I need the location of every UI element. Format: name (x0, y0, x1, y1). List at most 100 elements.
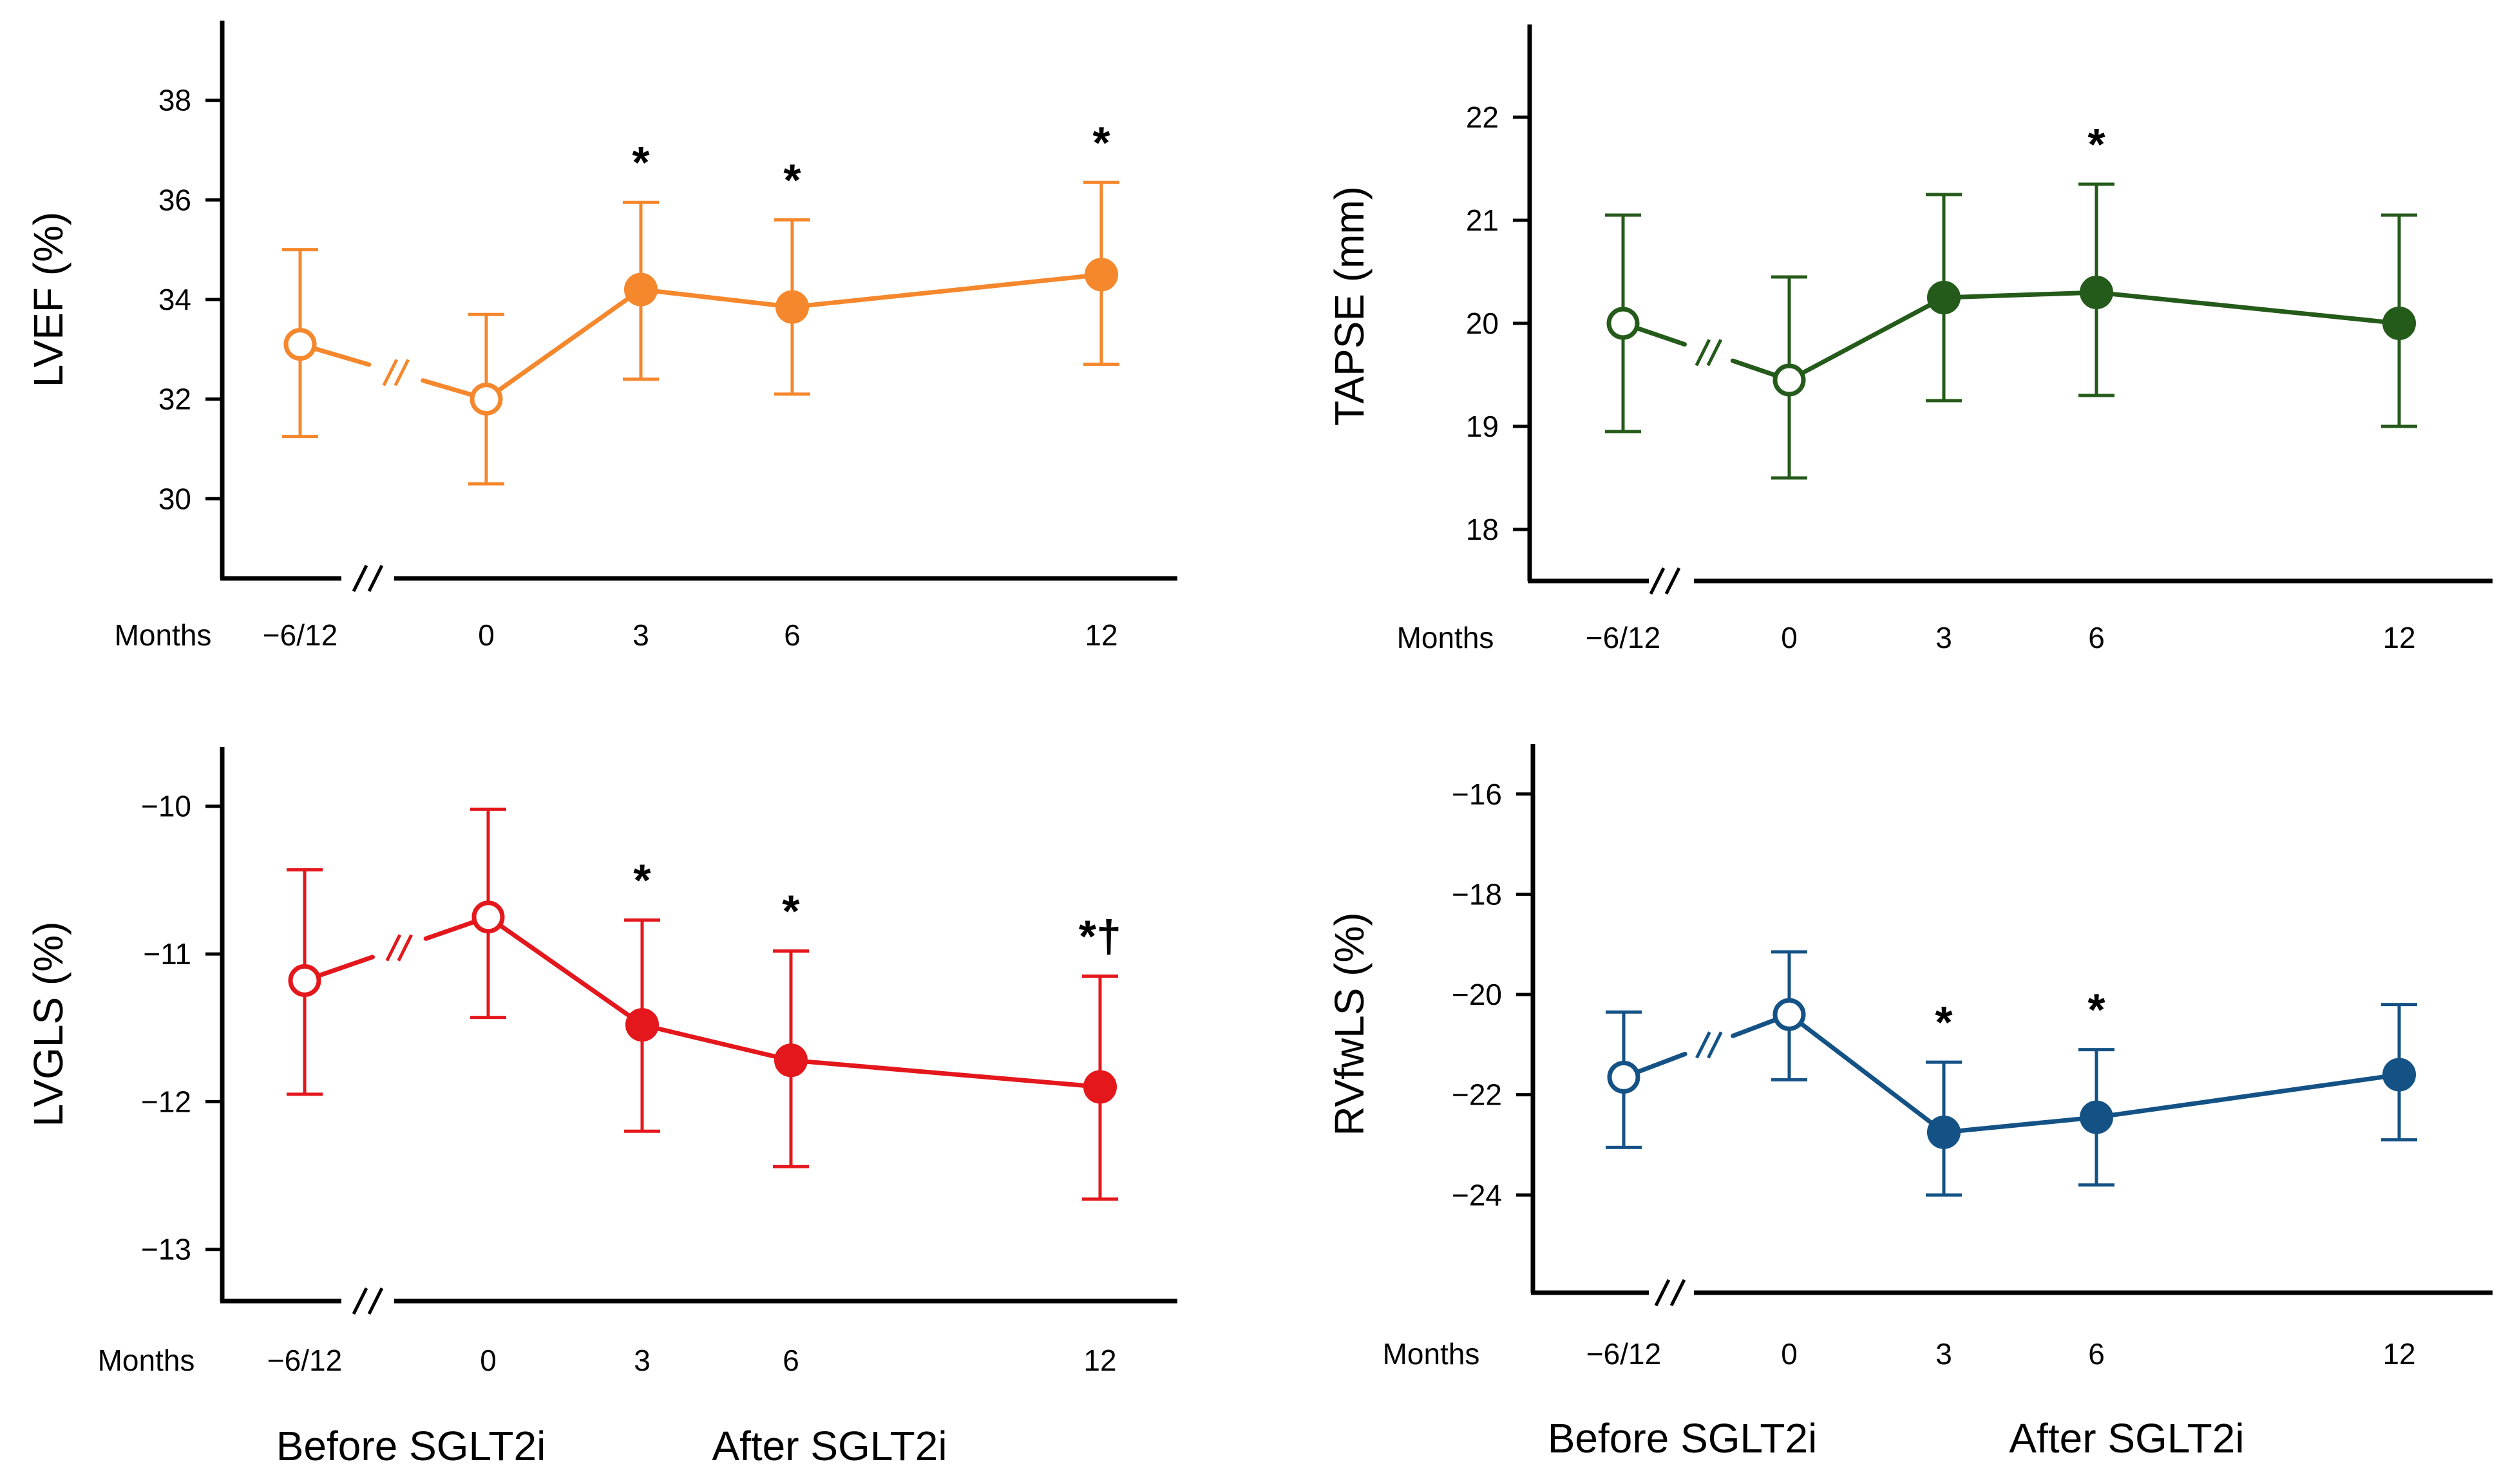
lvgls-chart: −10 −11 −12 −13 LVGLS (%) −6/12 0 3 6 12 Months * * *… (25, 747, 1177, 1377)
rvfwls-point-open (1607, 1060, 1640, 1094)
tapse-x-tick-label: 6 (2088, 621, 2105, 654)
rvfwls-x-axis-break (1669, 1279, 1686, 1307)
lvgls-y-axis-label: LVGLS (%) (25, 922, 71, 1127)
tapse-y-tick-label: 21 (1466, 204, 1499, 237)
lvgls-x-axis-break (367, 1287, 384, 1315)
lvgls-x-tick-label: 3 (634, 1344, 651, 1377)
tapse-x-tick-label: 12 (2382, 621, 2415, 654)
lvef-series-break (382, 359, 399, 386)
lvef-y-axis-label: LVEF (%) (25, 212, 71, 388)
lvef-significance-marker: * (632, 137, 650, 187)
rvfwls-series-break (1695, 1031, 1711, 1059)
rvfwls-x-tick-label: 0 (1781, 1337, 1798, 1371)
tapse-point-open (1606, 307, 1640, 340)
tapse-y-tick-label: 22 (1466, 100, 1499, 134)
lvgls-x-axis-name: Months (98, 1344, 195, 1377)
lvef-x-axis-name: Months (115, 618, 212, 652)
tapse-series-break (1706, 339, 1723, 366)
rvfwls-y-tick-label: −20 (1452, 978, 1502, 1011)
rvfwls-x-tick-label: 6 (2088, 1337, 2105, 1371)
rvfwls-point-open (1772, 998, 1806, 1031)
lvgls-series-line (486, 915, 1101, 1089)
lvgls-x-tick-label: 0 (480, 1344, 497, 1377)
rvfwls-series-break (1707, 1031, 1723, 1059)
lvgls-point-filled (625, 1008, 659, 1042)
lvef-x-tick-label: 12 (1085, 618, 1117, 652)
rvfwls-y-tick-label: −16 (1452, 777, 1502, 811)
lvef-x-axis-break (352, 564, 368, 593)
rvfwls-series-line (1787, 1013, 2400, 1135)
lvef-point-open (470, 383, 503, 416)
rvfwls-point-filled (2382, 1058, 2416, 1092)
tapse-point-filled (2382, 307, 2416, 340)
lvgls-y-tick-label: −10 (141, 790, 191, 823)
tapse-x-tick-label: 3 (1935, 621, 1952, 654)
tapse-x-axis-name: Months (1397, 621, 1494, 654)
lvef-y-tick-label: 30 (158, 482, 191, 515)
lvef-x-tick-label: −6/12 (263, 618, 337, 652)
lvgls-y-tick-label: −13 (141, 1233, 191, 1266)
lvgls-y-tick-label: −11 (143, 937, 191, 971)
lvgls-point-filled (1083, 1070, 1117, 1104)
before-sglt2i-label-right: Before SGLT2i (1547, 1415, 1818, 1461)
tapse-y-tick-label: 19 (1466, 410, 1499, 443)
lvef-point-filled (624, 272, 658, 307)
after-sglt2i-label-left: After SGLT2i (712, 1423, 947, 1469)
lvef-y-tick-label: 38 (158, 84, 191, 117)
tapse-point-filled (2080, 276, 2113, 309)
rvfwls-point-filled (2080, 1100, 2113, 1134)
lvef-significance-marker: * (783, 155, 801, 205)
lvgls-x-axis-break (352, 1287, 368, 1315)
lvef-point-open (283, 328, 317, 361)
lvgls-x-tick-label: −6/12 (267, 1344, 342, 1377)
lvef-y-tick-label: 36 (158, 183, 191, 216)
tapse-x-tick-label: 0 (1781, 621, 1798, 654)
lvef-series-line (484, 272, 1102, 401)
lvgls-y-tick-label: −12 (141, 1085, 191, 1118)
lvgls-series-break (397, 934, 413, 962)
tapse-point-open (1772, 363, 1806, 397)
rvfwls-significance-marker: * (2087, 985, 2105, 1035)
lvef-point-filled (775, 290, 809, 324)
tapse-y-tick-label: 18 (1466, 513, 1499, 546)
rvfwls-x-tick-label: 12 (2382, 1337, 2415, 1371)
tapse-point-filled (1927, 281, 1961, 314)
rvfwls-x-tick-label: −6/12 (1586, 1337, 1661, 1371)
rvfwls-significance-marker: * (1935, 997, 1953, 1047)
lvgls-significance-marker: * (782, 886, 800, 936)
rvfwls-point-filled (1927, 1116, 1961, 1150)
lvgls-x-tick-label: 12 (1083, 1344, 1116, 1377)
after-sglt2i-label-right: After SGLT2i (2009, 1415, 2245, 1461)
tapse-x-axis-break (1649, 567, 1666, 595)
lvgls-x-tick-label: 6 (783, 1344, 799, 1377)
lvef-y-tick-label: 32 (158, 383, 191, 416)
lvef-y-tick-label: 34 (158, 283, 191, 316)
rvfwls-x-tick-label: 3 (1935, 1337, 1952, 1371)
lvgls-point-open (471, 900, 505, 934)
rvfwls-x-axis-break (1654, 1279, 1671, 1307)
tapse-series-break (1695, 339, 1711, 366)
tapse-chart: 18 19 20 21 22 TAPSE (mm) −6/12 0 3 6 12 Months * (1326, 24, 2493, 654)
lvef-x-tick-label: 0 (478, 618, 495, 652)
tapse-x-tick-label: −6/12 (1586, 621, 1660, 654)
lvef-x-tick-label: 3 (632, 618, 649, 652)
lvef-point-filled (1085, 258, 1118, 292)
rvfwls-x-axis-name: Months (1383, 1337, 1480, 1371)
before-sglt2i-label-left: Before SGLT2i (276, 1423, 546, 1469)
tapse-y-axis-label: TAPSE (mm) (1326, 186, 1373, 426)
tapse-y-tick-label: 20 (1466, 307, 1499, 340)
tapse-significance-marker: * (2087, 119, 2105, 169)
lvef-x-tick-label: 6 (784, 618, 801, 652)
tapse-series-line (1788, 290, 2400, 383)
rvfwls-y-axis-label: RVfwLS (%) (1326, 912, 1373, 1136)
rvfwls-chart: −16 −18 −20 −22 −24 RVfwLS (%) −6/12 0 3 6 12 Month… (1326, 744, 2493, 1371)
lvgls-significance-marker: *† (1079, 911, 1121, 961)
lvef-x-axis-break (367, 564, 384, 593)
rvfwls-y-tick-label: −22 (1452, 1078, 1502, 1112)
lvef-significance-marker: * (1092, 117, 1110, 167)
rvfwls-y-tick-label: −24 (1452, 1178, 1502, 1212)
rvfwls-y-tick-label: −18 (1452, 877, 1502, 911)
